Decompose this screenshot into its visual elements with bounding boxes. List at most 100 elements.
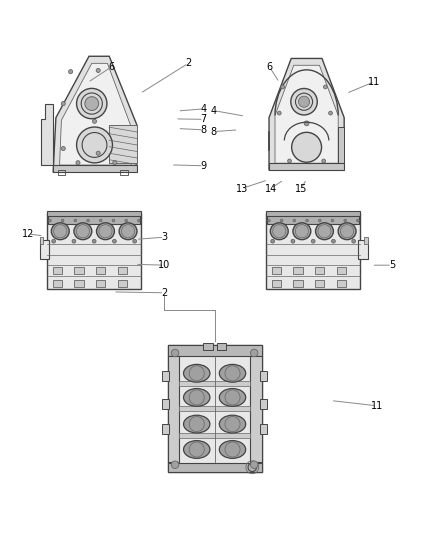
Bar (179, 406, 251, 411)
Polygon shape (53, 165, 137, 172)
Circle shape (113, 239, 117, 243)
Circle shape (61, 102, 65, 106)
Circle shape (322, 159, 325, 163)
Text: 8: 8 (211, 127, 217, 136)
Ellipse shape (219, 441, 246, 458)
Polygon shape (338, 127, 344, 163)
Circle shape (251, 349, 258, 357)
Ellipse shape (270, 223, 288, 240)
Bar (337, 266, 346, 274)
Ellipse shape (51, 223, 69, 240)
Circle shape (288, 159, 291, 163)
Text: 6: 6 (109, 62, 115, 72)
Ellipse shape (96, 223, 114, 240)
Circle shape (76, 160, 80, 165)
Polygon shape (109, 125, 137, 163)
Text: 12: 12 (22, 229, 35, 239)
Ellipse shape (219, 365, 246, 382)
Text: 10: 10 (158, 260, 170, 270)
Circle shape (271, 239, 275, 243)
Circle shape (92, 119, 96, 123)
Bar (260, 399, 267, 409)
Bar (48, 214, 140, 224)
Bar (364, 237, 368, 244)
Circle shape (328, 111, 332, 115)
Bar (96, 279, 106, 287)
Bar (39, 237, 43, 244)
Circle shape (324, 85, 327, 89)
Bar (203, 343, 213, 350)
Bar (266, 213, 360, 289)
Circle shape (171, 461, 179, 469)
Ellipse shape (184, 389, 210, 406)
Bar (58, 170, 65, 174)
Circle shape (77, 88, 107, 119)
Bar (167, 464, 262, 472)
Circle shape (77, 127, 113, 163)
Circle shape (113, 160, 117, 165)
Circle shape (52, 239, 56, 243)
Circle shape (318, 219, 321, 222)
Ellipse shape (293, 223, 311, 240)
Circle shape (87, 219, 89, 222)
Text: 8: 8 (201, 125, 207, 135)
Bar (162, 399, 170, 409)
Text: 6: 6 (266, 62, 272, 72)
Circle shape (72, 239, 76, 243)
Circle shape (306, 219, 308, 222)
Text: 11: 11 (368, 77, 381, 87)
Polygon shape (275, 65, 338, 163)
Circle shape (96, 151, 100, 155)
Ellipse shape (74, 223, 92, 240)
Polygon shape (60, 63, 131, 165)
Bar (96, 266, 106, 274)
Ellipse shape (119, 223, 137, 240)
Bar (53, 266, 62, 274)
Circle shape (251, 461, 258, 469)
Bar (260, 424, 267, 434)
Text: 13: 13 (236, 183, 248, 193)
Circle shape (74, 219, 77, 222)
Polygon shape (269, 163, 344, 170)
Circle shape (293, 219, 296, 222)
Bar (358, 240, 368, 259)
Ellipse shape (338, 223, 356, 240)
Bar (179, 433, 251, 438)
Circle shape (85, 96, 99, 110)
Ellipse shape (184, 365, 210, 382)
Circle shape (171, 349, 179, 357)
Bar (267, 214, 359, 224)
Circle shape (292, 132, 321, 162)
Circle shape (69, 70, 73, 74)
Bar (266, 211, 360, 216)
Circle shape (331, 219, 334, 222)
Bar (167, 345, 262, 472)
Text: 7: 7 (201, 115, 207, 124)
Ellipse shape (315, 223, 333, 240)
Ellipse shape (219, 389, 246, 406)
Bar (120, 170, 127, 174)
Circle shape (280, 219, 283, 222)
Bar (179, 381, 251, 386)
Text: 3: 3 (161, 232, 167, 242)
Bar (272, 266, 281, 274)
Text: 9: 9 (201, 161, 207, 171)
Bar (47, 211, 141, 216)
Circle shape (291, 239, 295, 243)
Text: 2: 2 (185, 58, 191, 68)
Bar (162, 371, 170, 381)
Bar (162, 424, 170, 434)
Bar (315, 266, 325, 274)
Text: 14: 14 (265, 183, 277, 193)
Circle shape (352, 239, 356, 243)
Circle shape (277, 111, 281, 115)
Bar (118, 279, 127, 287)
Circle shape (304, 121, 309, 126)
Polygon shape (269, 59, 344, 170)
Bar (251, 356, 261, 462)
Bar (47, 213, 141, 289)
Bar (167, 345, 262, 356)
Text: 4: 4 (211, 106, 217, 116)
Bar (216, 343, 226, 350)
Circle shape (92, 239, 96, 243)
